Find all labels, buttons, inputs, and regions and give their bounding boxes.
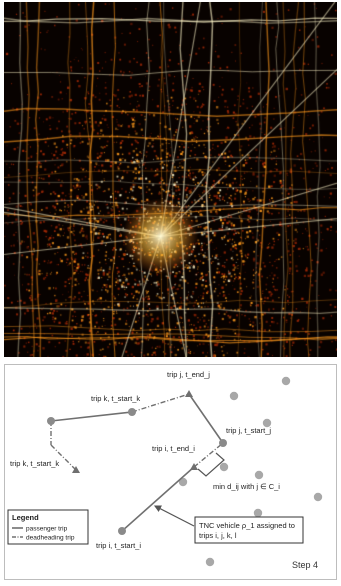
candidate-node: [253, 508, 263, 518]
legend-passenger-label: passenger trip: [26, 526, 68, 533]
trip-j-passenger: [188, 393, 224, 444]
legend: Legend passenger trip deadheading trip: [7, 509, 89, 545]
label-trip-i-end: trip i, t_end_i: [152, 444, 195, 453]
vehicle-label-line2: trips i, j, k, l: [199, 531, 237, 540]
legend-deadheading-label: deadheading trip: [26, 535, 75, 542]
candidate-node: [229, 391, 239, 401]
candidate-node: [254, 470, 264, 480]
trip-j-start-node: [219, 439, 227, 447]
vehicle-assignment-box: TNC vehicle ρ_1 assigned to trips i, j, …: [194, 516, 304, 544]
passenger-trip-lines: [50, 393, 224, 532]
step-label: Step 4: [292, 560, 318, 570]
deadhead-k-to-j: [131, 393, 190, 413]
trip-k-mid-node: [47, 417, 55, 425]
trip-k-start-node: [128, 408, 136, 416]
trip-i-end-marker: [190, 463, 198, 470]
trip-k-passenger: [50, 411, 133, 422]
label-trip-k-mid: trip k, t_start_k: [10, 459, 59, 468]
deadhead-k-loop-2: [50, 444, 77, 471]
candidate-node: [281, 376, 291, 386]
candidate-trip-nodes: [178, 376, 323, 567]
diagram-canvas: trip j, t_end_j trip k, t_start_k trip j…: [7, 370, 323, 570]
candidate-node: [205, 557, 215, 567]
vehicle-label-line1: TNC vehicle ρ_1 assigned to: [199, 521, 295, 530]
min-distance-bracket: [197, 452, 225, 477]
legend-title: Legend: [12, 513, 39, 522]
label-min-distance: min d_ij with j ∈ C_i: [213, 482, 280, 491]
label-trip-j-end: trip j, t_end_j: [167, 370, 210, 379]
trip-i-start-node: [118, 527, 126, 535]
assigned-trip-nodes: [47, 390, 227, 535]
vehicle-assignment-arrow: [153, 505, 195, 527]
label-trip-i-start: trip i, t_start_i: [96, 541, 141, 550]
candidate-node: [313, 492, 323, 502]
trip-density-heatmap: [4, 2, 337, 357]
label-trip-j-start: trip j, t_start_j: [226, 426, 271, 435]
trip-assignment-diagram: trip j, t_end_j trip k, t_start_k trip j…: [4, 364, 337, 580]
trip-k-end-marker: [185, 390, 193, 397]
trip-k-origin-marker: [72, 466, 80, 473]
candidate-node: [262, 418, 272, 428]
candidate-node: [178, 477, 188, 487]
candidate-node: [219, 462, 229, 472]
deadhead-i-to-j: [193, 442, 224, 468]
trip-i-passenger: [121, 466, 195, 532]
label-trip-k-start: trip k, t_start_k: [91, 394, 140, 403]
